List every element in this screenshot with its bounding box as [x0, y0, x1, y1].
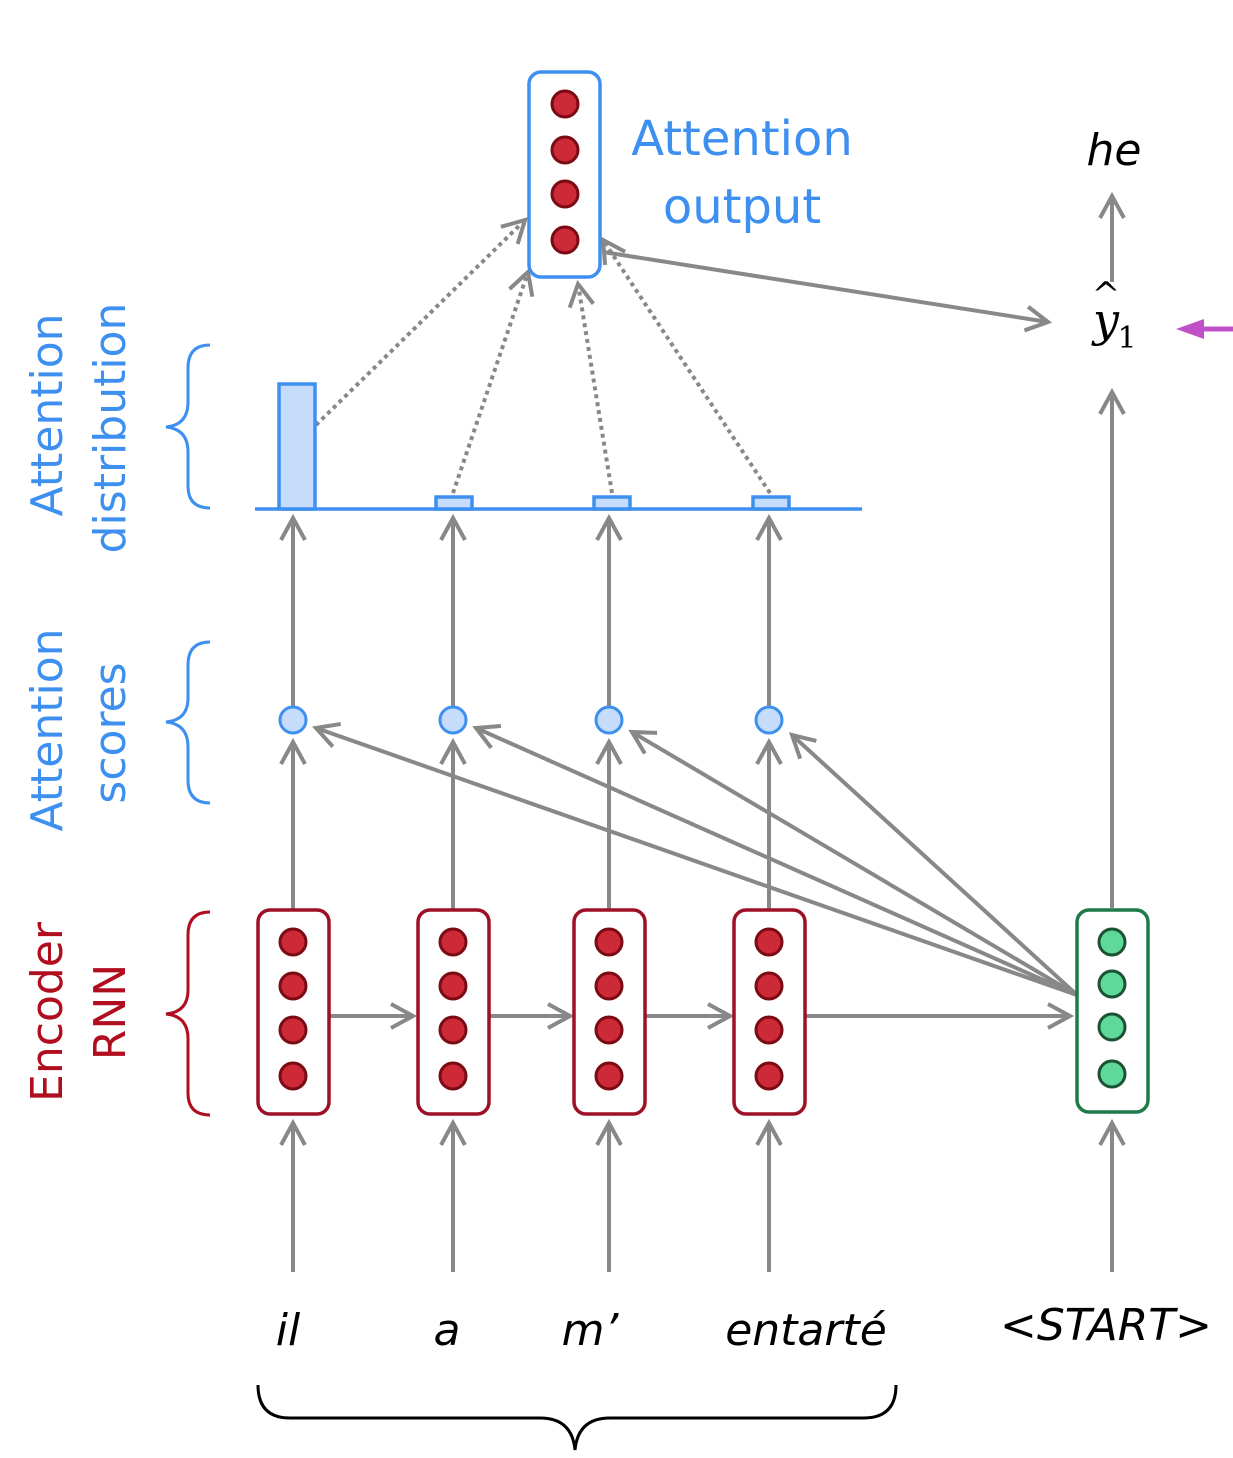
- encoder-unit: [278, 971, 308, 1001]
- distribution-to-output-arrows: [314, 220, 772, 495]
- distribution-bar-a: [434, 495, 474, 511]
- arrow-attention-output-to-prediction: [602, 250, 1048, 322]
- svg-text:Encoder: Encoder: [22, 921, 73, 1102]
- decoder-input-word: <START>: [1000, 1300, 1212, 1351]
- label-attention-distribution: Attention distribution: [22, 303, 136, 554]
- encoder-state-entarte: [732, 908, 807, 1116]
- score-to-distribution-arrows: [293, 518, 769, 706]
- encoder-unit: [754, 927, 784, 957]
- encoder-state-m: [572, 908, 647, 1116]
- brace-attention-distribution: [165, 343, 211, 510]
- score-circle-a: [438, 705, 468, 735]
- encoder-unit: [438, 1061, 468, 1091]
- brace-source-sentence: [256, 1384, 898, 1451]
- encoder-unit: [278, 927, 308, 957]
- label-encoder-rnn: Encoder RNN: [22, 921, 136, 1102]
- svg-text:Attention: Attention: [22, 628, 73, 831]
- input-arrows: [293, 1123, 1112, 1272]
- encoder-unit: [278, 1015, 308, 1045]
- encoder-unit: [594, 971, 624, 1001]
- encoder-unit: [438, 927, 468, 957]
- encoder-unit: [594, 1015, 624, 1045]
- attention-scores: [278, 705, 784, 735]
- word-il: il: [276, 1305, 301, 1356]
- score-circle-entarte: [754, 705, 784, 735]
- encoder-unit: [438, 1015, 468, 1045]
- pointer-arrow-icon: [1176, 319, 1233, 339]
- score-circle-m: [594, 705, 624, 735]
- prediction-hat: ^: [1092, 275, 1121, 315]
- word-entarte: entarté: [725, 1305, 887, 1356]
- encoder-unit: [594, 1061, 624, 1091]
- encoder-rnn-states: [256, 908, 807, 1116]
- encoder-unit: [754, 971, 784, 1001]
- encoder-unit: [278, 1061, 308, 1091]
- distribution-bar-m: [592, 495, 632, 511]
- word-m: m’: [562, 1305, 620, 1356]
- brace-encoder-rnn: [165, 910, 211, 1117]
- svg-text:Attention: Attention: [631, 111, 853, 167]
- svg-text:Attention: Attention: [22, 313, 73, 516]
- svg-text:RNN: RNN: [85, 964, 136, 1060]
- encoder-to-score-arrows: [293, 742, 769, 910]
- source-words: il a m’ entarté: [276, 1305, 887, 1356]
- prediction-y: y: [1091, 293, 1120, 347]
- decoder-output-word: he: [1087, 125, 1142, 176]
- brace-attention-scores: [165, 640, 211, 805]
- score-circle-il: [278, 705, 308, 735]
- decoder-to-score-arrows: [316, 728, 1079, 997]
- distribution-bar-il: [277, 382, 317, 511]
- decoder-state: [1075, 908, 1150, 1114]
- word-a: a: [434, 1305, 461, 1356]
- prediction-subscript: 1: [1117, 321, 1136, 356]
- svg-text:distribution: distribution: [85, 303, 136, 554]
- label-attention-scores: Attention scores: [22, 628, 136, 831]
- attention-output-vector: [527, 70, 602, 279]
- svg-text:scores: scores: [85, 662, 136, 803]
- distribution-bar-entarte: [751, 495, 791, 511]
- encoder-unit: [754, 1015, 784, 1045]
- label-attention-output: Attention output: [631, 111, 853, 235]
- svg-text:output: output: [663, 179, 821, 235]
- encoder-state-a: [416, 908, 491, 1116]
- prediction-symbol: y ^ 1: [1091, 275, 1137, 356]
- encoder-unit: [754, 1061, 784, 1091]
- encoder-unit: [438, 971, 468, 1001]
- encoder-unit: [594, 927, 624, 957]
- attention-distribution-bars: [277, 382, 791, 511]
- encoder-state-il: [256, 908, 331, 1116]
